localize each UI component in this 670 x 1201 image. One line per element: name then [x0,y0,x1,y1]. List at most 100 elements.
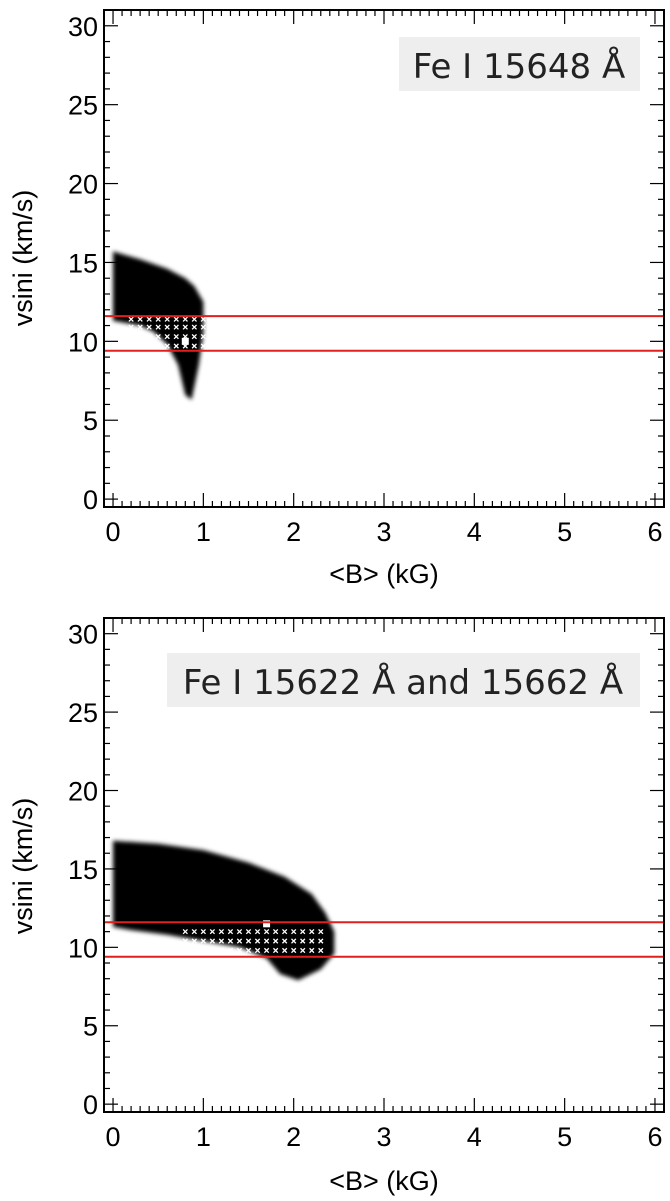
grid-marker [200,947,207,954]
x-axis-title: <B> (kG) [329,1166,439,1196]
grid-marker [191,324,197,330]
y-tick-label: 10 [68,327,98,357]
y-tick-labels: 0 5 10 15 20 25 30 [68,12,98,515]
grid-marker [200,324,207,330]
grid-marker [245,947,252,954]
x-tick-label: 3 [376,1122,391,1152]
grid-marker [236,947,243,954]
grid-marker [254,938,261,944]
grid-marker [128,333,134,340]
y-tick-label: 20 [68,777,98,807]
x-ticks [112,10,656,507]
x-tick-label: 1 [196,1122,211,1152]
legend-label: Fe I 15648 Å [413,46,625,87]
grid-marker [182,947,188,954]
x-axis-title: <B> (kG) [329,559,439,589]
grid-marker [300,947,306,954]
grid-marker [173,343,179,349]
grid-marker [227,928,234,935]
y-tick-label: 0 [83,485,98,515]
y-tick-labels: 0 5 10 15 20 25 30 [68,620,98,1120]
grid-marker [291,928,297,935]
grid-marker [191,333,197,340]
grid-marker [309,947,315,954]
x-tick-labels: 0 1 2 3 4 5 6 [106,1122,663,1152]
x-tick-label: 6 [647,1122,662,1152]
x-tick-labels: 0 1 2 3 4 5 6 [106,517,663,547]
grid-marker [218,938,225,944]
grid-marker [200,343,207,349]
x-tick-label: 5 [557,1122,572,1152]
grid-marker [191,947,197,954]
grid-marker [227,938,234,944]
grid-marker [191,938,197,944]
grid-marker [191,316,197,322]
grid-marker [155,316,161,322]
y-tick-label: 15 [68,248,98,278]
x-tick-label: 4 [467,517,482,547]
grid-marker [155,343,161,349]
grid-marker [128,324,134,330]
grid-marker [164,333,170,340]
legend-box: Fe I 15622 Å and 15662 Å [167,653,640,707]
x-tick-label: 6 [647,517,662,547]
grid-marker [146,343,152,349]
grid-marker [300,938,306,944]
grid-marker [146,324,152,330]
grid-marker [254,947,261,954]
panel-top: Fe I 15648 Å 0 1 2 3 4 5 6 0 5 10 15 20 25 30 <B> (k… [8,9,665,589]
grid-marker [318,938,324,944]
plot-area [104,840,664,981]
y-tick-label: 10 [68,933,98,963]
grid-marker [300,928,306,935]
plot-area [104,251,664,400]
y-tick-label: 5 [83,1012,98,1042]
grid-marker [272,938,279,944]
grid-marker [128,343,134,349]
grid-marker [309,928,315,935]
grid-marker [318,928,324,935]
grid-marker [263,928,270,935]
grid-marker [164,343,170,349]
grid-marker [182,324,188,330]
grid-marker [272,947,279,954]
y-tick-label: 30 [68,12,98,42]
grid-marker [182,316,188,322]
grid-marker [128,316,134,322]
x-ticks [112,618,656,1112]
grid-marker [309,938,315,944]
grid-marker [263,947,270,954]
x-tick-label: 2 [286,517,301,547]
best-fit-grid [182,920,324,954]
y-tick-label: 20 [68,170,98,200]
x-tick-label: 5 [557,517,572,547]
x-tick-label: 2 [286,1122,301,1152]
grid-marker [227,947,234,954]
grid-marker [209,928,216,935]
grid-marker [291,938,297,944]
grid-marker [236,938,243,944]
x-tick-label: 1 [196,517,211,547]
legend-background [399,37,640,91]
grid-marker [173,333,179,340]
best-fit-grid [128,316,207,349]
grid-marker [173,316,179,322]
grid-marker [191,343,197,349]
grid-marker [245,938,252,944]
grid-marker [155,324,161,330]
grid-marker [318,947,324,954]
probability-region [113,251,204,400]
legend-background [167,653,640,707]
y-axis-title: vsini (km/s) [8,190,38,327]
grid-marker [245,928,252,935]
grid-marker [236,928,243,935]
legend-box: Fe I 15648 Å [399,37,640,91]
x-tick-label: 0 [106,517,121,547]
grid-marker [137,324,143,330]
grid-marker [191,928,197,935]
grid-marker [218,928,225,935]
grid-marker [137,343,143,349]
y-tick-label: 0 [83,1090,98,1120]
grid-marker [281,928,288,935]
